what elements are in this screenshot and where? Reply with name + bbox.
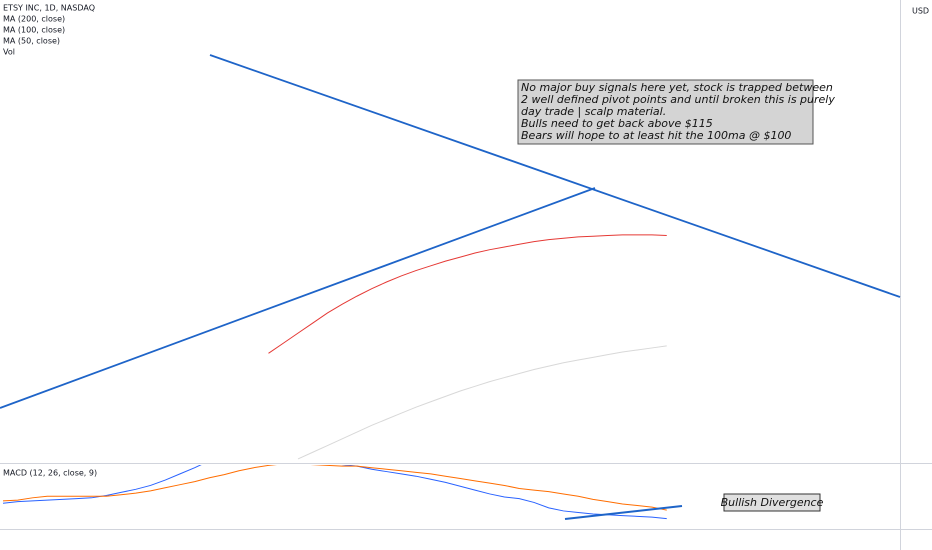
trend-line: [209, 54, 901, 298]
divergence-line: [564, 505, 683, 520]
trend-line: [0, 187, 596, 409]
note-line: day trade | scalp material.: [521, 105, 666, 118]
note: No major buy signals here yet, stock is …: [517, 79, 835, 512]
annotation-box: [723, 493, 821, 512]
indicator: Vol: [3, 48, 15, 57]
note-line: Bulls need to get back above $115: [521, 117, 713, 130]
indicator: MA (200, close): [3, 15, 65, 24]
line: [2, 465, 667, 520]
symbol: ETSY INC, 1D, NASDAQ: [3, 4, 95, 13]
line: [268, 234, 667, 354]
annotation: Bullish Divergence: [721, 496, 824, 509]
axis-unit: USD: [912, 7, 929, 16]
note-line: 2 well defined pivot points and until br…: [521, 93, 835, 106]
indicator: MA (100, close): [3, 26, 65, 35]
line: [2, 465, 667, 511]
macd-title: MACD (12, 26, close, 9): [3, 469, 97, 478]
note-line: Bears will hope to at least hit the 100m…: [521, 129, 791, 142]
note-box: [517, 79, 814, 145]
line: [297, 345, 667, 460]
indicator: MA (50, close): [3, 37, 60, 46]
note-line: No major buy signals here yet, stock is …: [521, 81, 833, 94]
legend: ETSY INC, 1D, NASDAQ MA (200, close) MA …: [3, 4, 97, 478]
